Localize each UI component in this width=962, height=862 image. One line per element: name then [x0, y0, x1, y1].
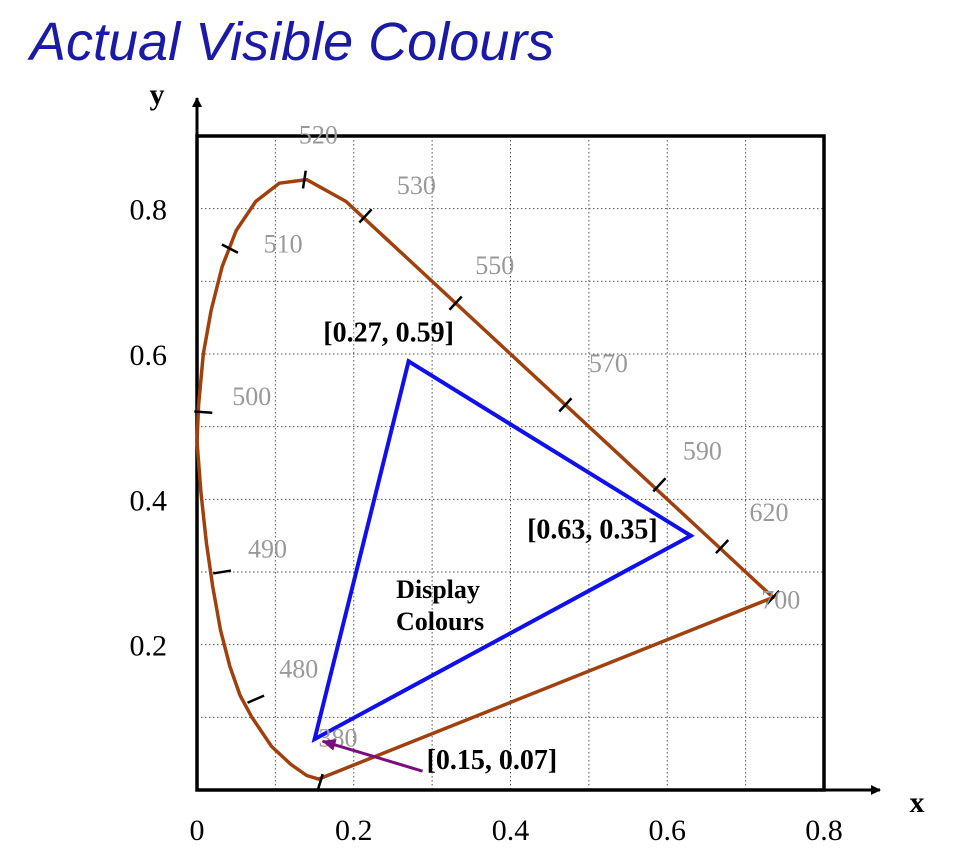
y-tick-label: 0.8: [130, 194, 168, 227]
x-tick-label: 0.2: [335, 814, 373, 847]
wavelength-tick: [766, 589, 781, 605]
x-tick-label: 0: [190, 814, 205, 847]
gamut-vertex: [406, 359, 411, 364]
grid: [197, 136, 824, 790]
chart-labels: 520 530 510 550 570 500 590 620 490 700 480 380 [0.2…: [232, 120, 800, 776]
wavelength-label: 700: [761, 585, 800, 614]
wavelength-tick: [212, 569, 232, 575]
wavelength-label: 480: [279, 654, 318, 683]
wavelength-label: 570: [589, 349, 628, 378]
pointer-arrow: [321, 739, 423, 773]
y-axis-label: y: [150, 78, 165, 111]
wavelength-tick: [247, 694, 265, 704]
x-tick-label: 0.6: [649, 814, 687, 847]
display-colours-label-line1: Display: [396, 575, 480, 604]
axes: y x 0 0.2 0.4 0.6 0.8 0.2 0.4 0.6 0.8: [130, 78, 925, 847]
vertex-label-blue: [0.15, 0.07]: [427, 745, 558, 776]
y-tick-label: 0.6: [130, 339, 168, 372]
spectral-locus-group: [194, 170, 781, 792]
vertex-label-red: [0.63, 0.35]: [527, 515, 658, 546]
gamut-vertex: [688, 533, 693, 538]
wavelength-tick: [652, 477, 667, 493]
vertex-label-green: [0.27, 0.59]: [323, 317, 454, 348]
wavelength-tick: [715, 539, 730, 555]
wavelength-label: 550: [475, 251, 514, 280]
y-tick-label: 0.4: [130, 484, 168, 517]
wavelength-tick: [316, 773, 324, 792]
display-colours-label-line2: Colours: [396, 607, 484, 636]
wavelength-tick: [301, 170, 307, 189]
wavelength-label: 500: [232, 382, 271, 411]
wavelength-label: 510: [264, 229, 303, 258]
display-gamut-triangle: [311, 358, 695, 744]
wavelength-label: 530: [397, 171, 436, 200]
wavelength-tick: [221, 243, 239, 254]
wavelength-tick: [448, 295, 463, 311]
wavelength-label: 620: [750, 498, 789, 527]
x-tick-label: 0.4: [492, 814, 530, 847]
gamut-vertex: [312, 737, 317, 742]
display-gamut-group: [311, 358, 695, 744]
wavelength-label: 380: [318, 723, 357, 752]
wavelength-tick: [558, 397, 573, 413]
wavelength-label: 590: [683, 436, 722, 465]
y-tick-label: 0.2: [130, 630, 168, 663]
spectral-locus-line: [195, 177, 775, 781]
page-title: Actual Visible Colours: [30, 12, 555, 72]
wavelength-label: 490: [248, 534, 287, 563]
x-axis-label: x: [910, 786, 925, 819]
wavelength-tick: [358, 208, 373, 224]
wavelength-tick: [194, 410, 213, 415]
x-tick-label: 0.8: [805, 814, 843, 847]
wavelength-label: 520: [299, 120, 338, 149]
